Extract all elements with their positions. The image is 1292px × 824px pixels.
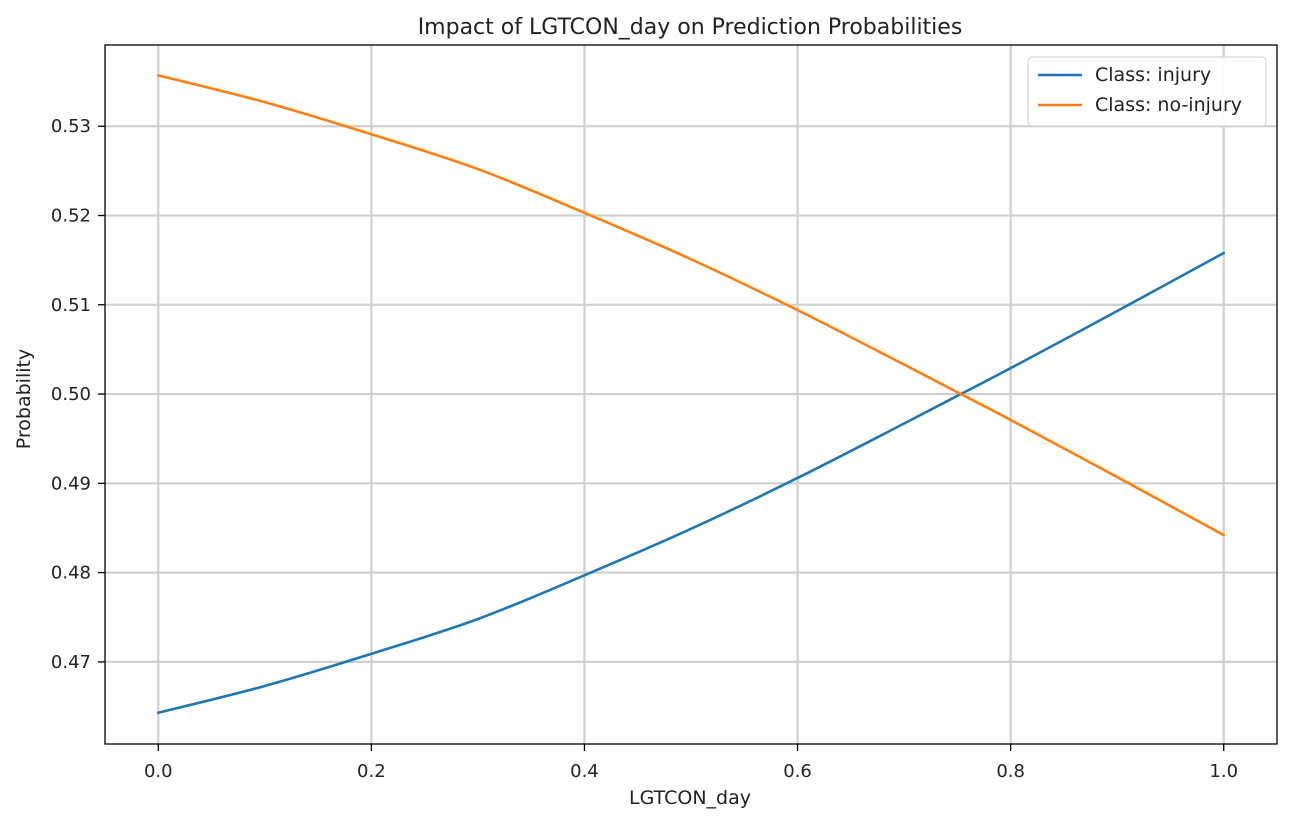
grid-lines [105,45,1277,744]
legend-label-no-injury: Class: no-injury [1095,94,1242,116]
series-line-class-no-injury [156,74,1226,537]
x-tick-label: 0.2 [357,761,386,782]
y-tick-label: 0.50 [51,384,91,405]
legend: Class: injury Class: no-injury [1027,56,1267,127]
x-tick-label: 0.4 [570,761,599,782]
chart-title: Impact of LGTCON_day on Prediction Proba… [418,15,963,40]
y-tick-label: 0.49 [51,473,91,494]
axis-ticks: 0.0 0.2 0.4 0.6 0.8 1.0 0.47 0.48 0.49 0.50 0.51 0.… [51,116,1238,782]
x-tick-label: 0.8 [996,761,1025,782]
legend-box [1027,56,1267,127]
x-axis-label: LGTCON_day [629,787,751,809]
y-axis-label: Probability [13,349,35,449]
y-tick-label: 0.53 [51,116,91,137]
y-tick-label: 0.51 [51,295,91,316]
y-tick-label: 0.47 [51,652,91,673]
x-tick-label: 1.0 [1209,761,1238,782]
series-lines [156,74,1226,715]
legend-label-injury: Class: injury [1095,64,1211,86]
y-tick-label: 0.52 [51,206,91,227]
y-tick-label: 0.48 [51,563,91,584]
x-tick-label: 0.0 [144,761,173,782]
x-tick-label: 0.6 [783,761,812,782]
series-line-class-injury [156,251,1226,715]
